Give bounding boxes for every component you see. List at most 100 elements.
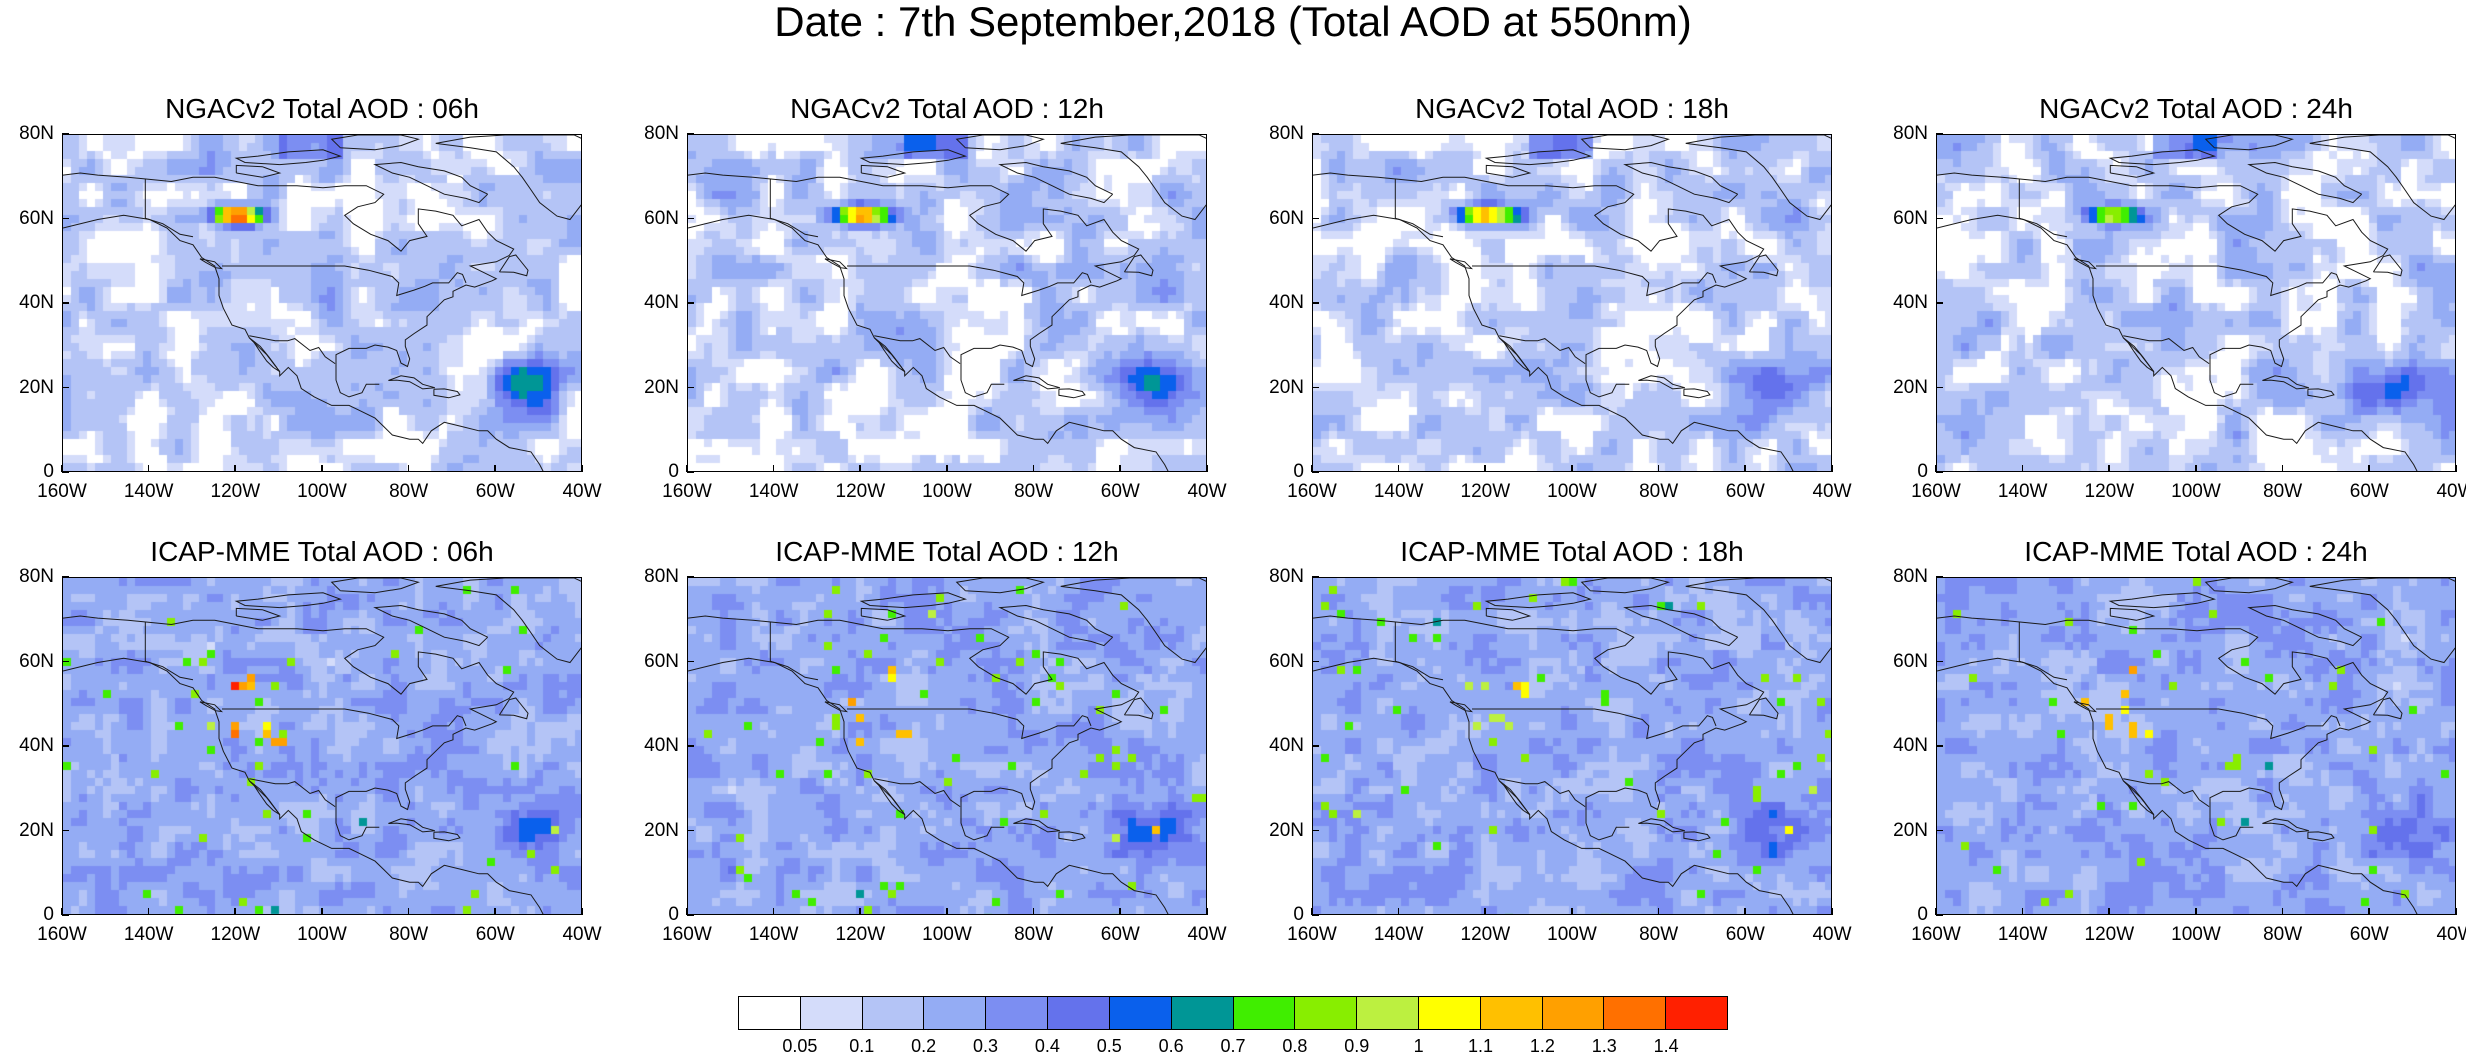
colorbar-label: 0.2 <box>911 1036 937 1056</box>
x-tick-mark <box>1484 465 1486 472</box>
y-tick-mark <box>1312 217 1319 219</box>
coastline <box>2108 592 2217 609</box>
x-tick-mark <box>321 465 323 472</box>
x-tick-mark <box>1484 908 1486 915</box>
coastline <box>1685 578 1831 664</box>
aod-map <box>1936 134 2456 472</box>
x-tick-label: 80W <box>2263 481 2303 502</box>
x-tick-mark <box>2455 465 2457 472</box>
colorbar-swatch <box>739 997 801 1029</box>
aod-field <box>63 578 581 914</box>
y-tick-label: 40N <box>1269 292 1304 313</box>
y-tick-label: 60N <box>644 207 679 229</box>
coastline <box>1123 697 1154 720</box>
coastline <box>873 780 906 816</box>
coastline <box>688 615 1140 841</box>
panel-title: NGACv2 Total AOD : 24h <box>2039 93 2353 124</box>
x-tick-mark <box>2108 908 2110 915</box>
y-tick-mark <box>687 386 694 388</box>
coastline <box>874 778 961 808</box>
aod-map <box>687 577 1207 915</box>
y-tick-mark <box>1312 745 1319 747</box>
colorbar-label: 0.3 <box>972 1036 999 1056</box>
colorbar-label: 1.3 <box>1591 1036 1617 1056</box>
y-tick-label: 60N <box>1893 207 1928 229</box>
coastline <box>2109 607 2156 621</box>
coastline <box>2018 178 2068 238</box>
coastline <box>1937 172 2389 398</box>
coastline <box>1683 831 1711 842</box>
x-tick-label: 60W <box>1100 924 1140 945</box>
x-tick-mark <box>1397 908 1400 915</box>
colorbar-swatch <box>1542 997 1605 1029</box>
coastline <box>2123 335 2210 365</box>
coastline <box>955 135 1046 151</box>
x-tick-label: 80W <box>1014 481 1054 502</box>
y-tick-label: 0 <box>43 461 54 482</box>
aod-field <box>63 135 581 471</box>
x-tick-mark <box>147 908 150 915</box>
map-panel: NGACv2 Total AOD : 06h 0 20N 40N 60N 80N 160W 1… <box>19 93 601 502</box>
coastline <box>498 697 529 720</box>
coastline <box>1394 621 1444 681</box>
y-tick-mark <box>62 302 69 304</box>
x-tick-mark <box>2108 465 2110 472</box>
coastline <box>1058 388 1086 399</box>
x-tick-mark <box>686 465 688 472</box>
x-tick-label: 160W <box>662 481 712 502</box>
coastline <box>859 149 968 166</box>
y-tick-label: 0 <box>668 461 679 482</box>
y-tick-mark <box>687 133 694 135</box>
x-tick-mark <box>1032 465 1035 472</box>
colorbar-label: 0.05 <box>782 1036 818 1056</box>
x-tick-label: 140W <box>1373 924 1424 945</box>
y-tick-mark <box>687 745 694 747</box>
y-tick-mark <box>1936 217 1943 219</box>
x-tick-label: 100W <box>2171 924 2221 945</box>
x-tick-label: 140W <box>123 924 174 945</box>
x-tick-label: 160W <box>1911 481 1961 502</box>
y-tick-label: 80N <box>644 566 679 587</box>
x-tick-mark <box>147 465 150 472</box>
colorbar-label: 1 <box>1413 1036 1424 1056</box>
aod-field <box>1937 135 2455 471</box>
y-tick-mark <box>62 133 69 135</box>
coastline-overlay <box>688 135 1206 471</box>
coastline <box>63 657 544 914</box>
coastline <box>998 161 1114 204</box>
y-tick-mark <box>1312 133 1319 135</box>
panel-title: ICAP-MME Total AOD : 24h <box>2024 536 2368 567</box>
coastline <box>249 778 336 808</box>
coastline <box>1058 831 1086 842</box>
coastline-overlay <box>63 135 581 471</box>
y-tick-mark <box>687 914 694 916</box>
colorbar-swatch <box>1480 997 1543 1029</box>
colorbar-swatch <box>1418 997 1481 1029</box>
coastline <box>1394 178 1444 238</box>
colorbar-swatch <box>1666 997 1727 1029</box>
y-tick-mark <box>1936 133 1943 135</box>
y-tick-label: 80N <box>19 566 54 587</box>
y-tick-label: 40N <box>1269 735 1304 756</box>
aod-map <box>1936 577 2456 915</box>
y-tick-label: 60N <box>1269 207 1304 229</box>
x-tick-mark <box>772 908 775 915</box>
coastline <box>2073 258 2098 270</box>
x-tick-label: 140W <box>123 481 174 502</box>
aod-map <box>687 134 1207 472</box>
coastline <box>433 831 461 842</box>
y-tick-label: 60N <box>1893 650 1928 672</box>
coastline <box>388 375 435 390</box>
x-tick-mark <box>1311 908 1313 915</box>
coastline <box>435 578 581 664</box>
coastline <box>1580 135 1671 151</box>
coastline <box>1313 214 1794 471</box>
coastline <box>1498 337 1531 373</box>
panel-title: NGACv2 Total AOD : 18h <box>1415 93 1729 124</box>
x-tick-mark <box>1744 908 1746 915</box>
y-tick-label: 20N <box>644 376 679 398</box>
colorbar-swatch <box>1233 997 1296 1029</box>
y-tick-label: 0 <box>1293 904 1304 925</box>
x-tick-label: 40W <box>562 924 602 945</box>
coastline <box>433 388 461 399</box>
